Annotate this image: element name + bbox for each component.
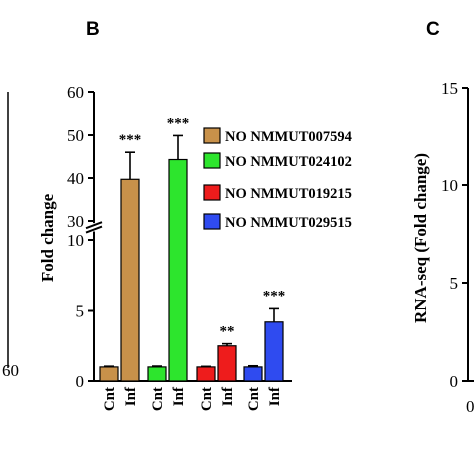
rna-seq-tick-label: 10 (441, 176, 458, 195)
significance-label: *** (263, 288, 286, 304)
category-label: Cnt (102, 387, 118, 411)
legend-swatch (203, 127, 221, 144)
y-tick-label: 10 (67, 231, 84, 250)
significance-label: ** (220, 324, 235, 340)
category-label: Inf (267, 386, 283, 406)
panel-letter-b: B (86, 19, 100, 40)
bar (196, 366, 216, 382)
panel-letter-c: C (426, 19, 440, 40)
axis-break-gap (88, 225, 298, 230)
category-label: Inf (123, 386, 139, 406)
legend-label: NO NMMUT024102 (225, 154, 352, 170)
rna-seq-x-tick-label: 0 (466, 397, 474, 416)
bar (168, 158, 188, 382)
legend: NO NMMUT007594 NO NMMUT024102 NO NMMUT0192… (203, 127, 352, 231)
bar (217, 345, 237, 382)
axis-break-mark (85, 221, 103, 230)
y-tick-label: 5 (76, 302, 85, 321)
category-label: Inf (220, 386, 236, 406)
bar (147, 366, 167, 382)
axis-break-mark (85, 225, 103, 234)
rna-seq-tick-label: 5 (450, 274, 459, 293)
category-label: Cnt (246, 387, 262, 411)
legend-swatch (203, 213, 221, 230)
bar (264, 321, 284, 382)
bar (243, 366, 263, 382)
legend-label: NO NMMUT019215 (225, 186, 352, 202)
legend-label: NO NMMUT007594 (225, 129, 352, 145)
category-label: Inf (171, 386, 187, 406)
legend-label: NO NMMUT029515 (225, 215, 352, 231)
bars-group: *********** (99, 115, 286, 382)
rna-seq-tick-label: 0 (450, 372, 459, 391)
bar (120, 178, 140, 382)
y-tick-label: 50 (67, 126, 84, 145)
significance-label: *** (167, 115, 190, 131)
left-panel-tick-label: 60 (2, 361, 19, 380)
y-tick-label: 30 (67, 212, 84, 231)
y-tick-label: 40 (67, 169, 84, 188)
y-axis-title: Fold change (38, 193, 57, 282)
rna-seq-y-axis-title: RNA-seq (Fold change) (411, 153, 430, 323)
legend-swatch (203, 152, 221, 169)
y-tick-label: 60 (67, 83, 84, 102)
category-label: Cnt (199, 387, 215, 411)
category-label: Cnt (150, 387, 166, 411)
rna-seq-tick-label: 15 (441, 79, 458, 98)
bar (99, 366, 119, 382)
y-tick-label: 0 (76, 372, 85, 391)
rna-seq-panel: RNA-seq (Fold change) 15 10 5 0 0 (411, 79, 474, 416)
significance-label: *** (119, 132, 142, 148)
legend-swatch (203, 184, 221, 201)
category-labels: Cnt Inf Cnt Inf Cnt Inf Cnt Inf (102, 386, 283, 411)
